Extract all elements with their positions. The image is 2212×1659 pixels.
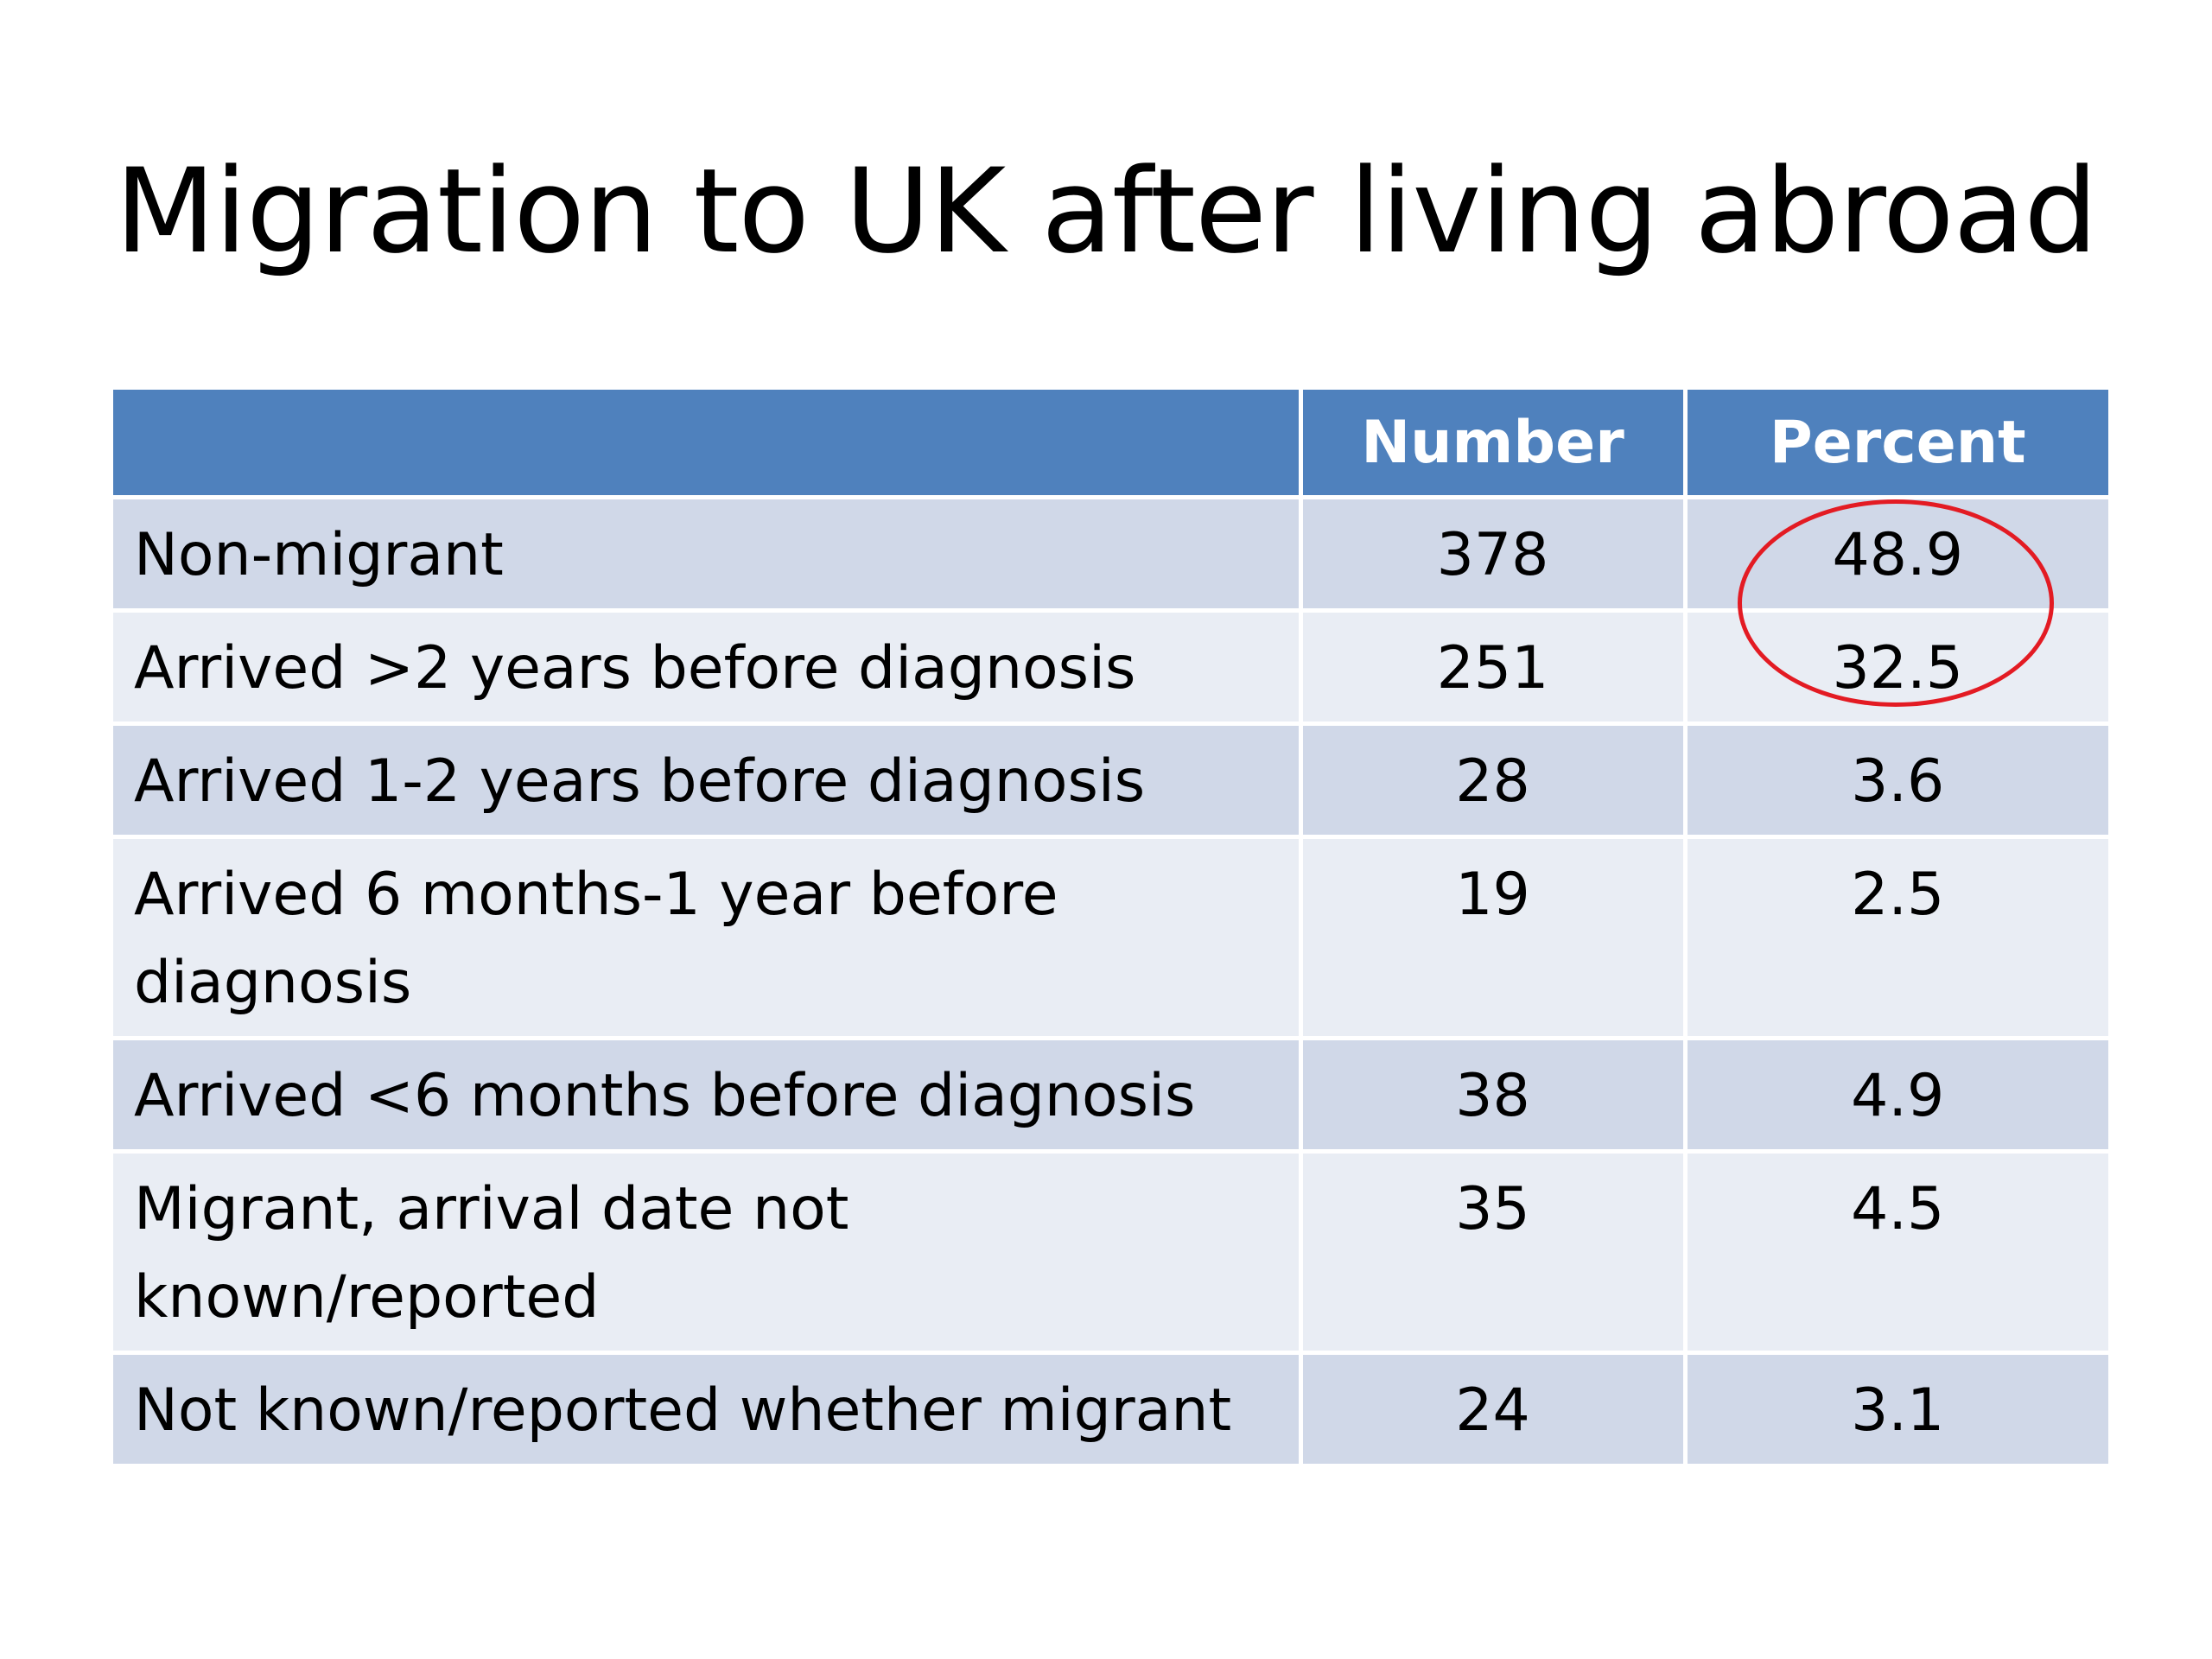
row-percent: 4.5 [1685, 1151, 2108, 1355]
table-row: Migrant, arrival date not known/reported… [113, 1151, 2108, 1355]
row-percent: 3.6 [1685, 723, 2108, 839]
row-number: 24 [1300, 1352, 1688, 1468]
header-number: Number [1300, 390, 1688, 499]
row-percent: 48.9 [1685, 497, 2108, 613]
table-row: Non-migrant 378 48.9 [113, 497, 2108, 613]
header-percent: Percent [1685, 390, 2108, 499]
row-label: Non-migrant [113, 497, 1303, 613]
row-number: 378 [1300, 497, 1688, 613]
row-number: 19 [1300, 836, 1688, 1040]
table-row: Arrived <6 months before diagnosis 38 4.… [113, 1038, 2108, 1154]
table-row: Arrived 6 months-1 year before diagnosis… [113, 836, 2108, 1040]
table-row: Arrived 1-2 years before diagnosis 28 3.… [113, 723, 2108, 839]
row-label: Not known/reported whether migrant [113, 1352, 1303, 1468]
row-label: Arrived >2 years before diagnosis [113, 610, 1303, 726]
row-percent: 4.9 [1685, 1038, 2108, 1154]
migration-table: Number Percent Non-migrant 378 48.9 Arri… [113, 390, 2108, 1468]
row-number: 28 [1300, 723, 1688, 839]
row-percent: 32.5 [1685, 610, 2108, 726]
row-number: 38 [1300, 1038, 1688, 1154]
row-number: 251 [1300, 610, 1688, 726]
table-row: Not known/reported whether migrant 24 3.… [113, 1352, 2108, 1468]
slide-title: Migration to UK after living abroad [115, 143, 2098, 279]
row-number: 35 [1300, 1151, 1688, 1355]
header-label [113, 390, 1303, 499]
row-percent: 3.1 [1685, 1352, 2108, 1468]
row-label: Arrived 1-2 years before diagnosis [113, 723, 1303, 839]
row-percent: 2.5 [1685, 836, 2108, 1040]
row-label: Arrived <6 months before diagnosis [113, 1038, 1303, 1154]
table-row: Arrived >2 years before diagnosis 251 32… [113, 610, 2108, 726]
row-label: Migrant, arrival date not known/reported [113, 1151, 1303, 1355]
row-label: Arrived 6 months-1 year before diagnosis [113, 836, 1303, 1040]
table-header-row: Number Percent [113, 390, 2108, 499]
